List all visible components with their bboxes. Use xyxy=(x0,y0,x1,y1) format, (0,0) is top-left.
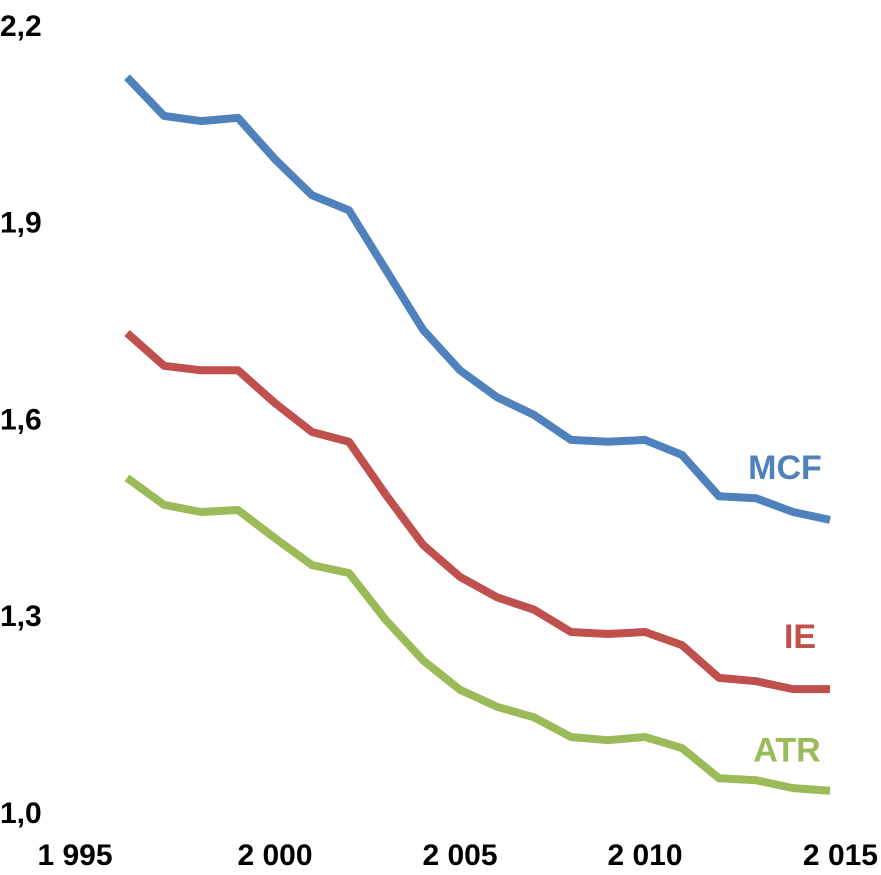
line-series xyxy=(124,74,831,524)
series-label: IE xyxy=(784,618,816,656)
x-tick-label: 2 005 xyxy=(422,839,497,872)
series-label: MCF xyxy=(748,449,822,487)
x-tick-label: 1 995 xyxy=(37,839,112,872)
line-series xyxy=(124,330,830,694)
y-tick-label: 1,9 xyxy=(0,207,42,240)
y-tick-label: 1,3 xyxy=(0,600,42,633)
series-label: ATR xyxy=(753,732,820,770)
x-tick-label: 2 015 xyxy=(803,839,878,872)
y-tick-label: 2,2 xyxy=(0,10,42,43)
line-series xyxy=(124,474,831,795)
x-tick-label: 2 010 xyxy=(607,839,682,872)
y-tick-label: 1,0 xyxy=(0,797,42,830)
x-tick-label: 2 000 xyxy=(237,839,312,872)
y-tick-label: 1,6 xyxy=(0,403,42,436)
